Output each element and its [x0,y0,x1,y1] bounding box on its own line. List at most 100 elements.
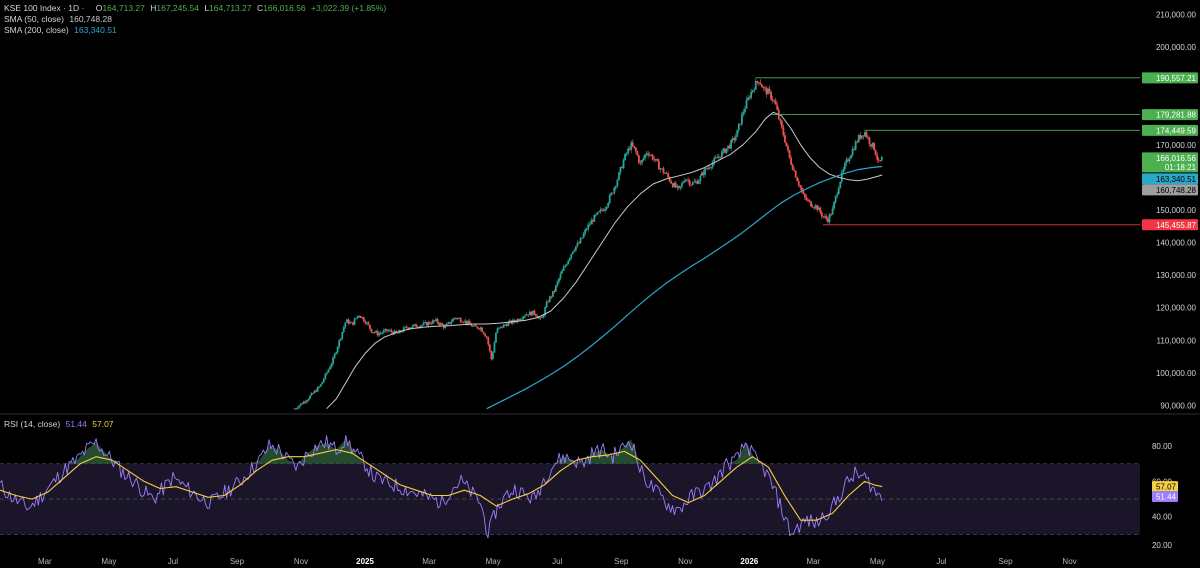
candle-body [820,212,823,217]
candle-body [656,158,659,162]
candle-body [551,291,554,297]
time-tick-label: Sep [614,557,629,566]
candle-body [759,82,762,85]
candle-body [533,310,536,314]
sma50-badge-bg [1142,184,1198,196]
rsi-pane[interactable] [0,435,1140,539]
candle-body [822,216,825,218]
rsi-ma-badge: 57.07 [1156,483,1177,492]
candle-body [745,100,748,109]
candle-body [634,147,637,152]
candle-body [610,192,613,196]
candle-body [874,150,877,156]
candle-body [344,322,347,328]
candle-body [744,108,746,113]
candle-body [619,166,622,173]
candle-body [804,193,806,198]
candle-body [639,162,642,164]
level2-badge-bg [1142,109,1198,121]
candle-body [553,291,556,292]
candle-body [393,330,396,335]
candle-body [751,90,754,92]
candle-body [863,132,866,137]
candle-body [661,168,663,170]
rsi-badge-bg [1152,491,1178,503]
sma50-legend[interactable]: SMA (50, close) 160,748.28 [4,14,115,25]
time-tick-label: Sep [230,557,245,566]
candle-body [753,89,756,91]
candle-body [807,199,809,201]
candle-body [780,121,783,128]
candle-body [787,146,789,151]
candle-body [425,322,428,326]
candle-body [502,324,505,328]
price-pane[interactable] [0,77,1200,415]
candle-body [816,205,819,210]
candle-body [742,112,745,115]
candle-body [524,315,527,317]
time-tick-label: Jul [168,557,178,566]
candle-body [362,317,365,322]
level3-badge: 174,449.59 [1156,126,1197,135]
candle-body [310,393,313,396]
candle-body [416,326,419,328]
candle-body [808,200,811,202]
candle-body [731,138,734,141]
candle-body [602,210,605,211]
candle-body [650,154,653,156]
candle-body [837,187,840,195]
candle-body [596,212,599,215]
candle-body [823,216,826,218]
rsi-legend[interactable]: RSI (14, close) 51.44 57.07 [4,419,117,430]
candle-body [447,322,450,324]
candle-body [299,403,302,406]
candle-body [776,104,779,110]
price-tick-label: 120,000.00 [1156,304,1197,313]
time-tick-label: Mar [422,557,436,566]
candle-body [605,206,608,210]
candle-body [682,182,685,184]
time-axis[interactable]: Mar May Jul Sep Nov 2025 Mar May Jul Sep Nov 2026 Ma… [38,557,1077,566]
candle-body [427,322,430,326]
candle-body [854,141,857,150]
low-value: L164,713.27 [204,3,252,13]
time-tick-label: Jul [552,557,562,566]
candle-body [324,373,327,379]
sma50-label: SMA (50, close) [4,14,64,24]
candle-body [295,408,298,410]
candle-body [817,207,820,210]
candle-body [485,336,488,338]
candle-body [877,159,880,161]
low-level-badge-bg [1142,219,1198,231]
candle-body [361,317,364,319]
candle-body [441,323,444,325]
candle-body [694,181,697,182]
time-tick-label: Nov [678,557,692,566]
candle-body [365,322,368,324]
price-tick-label: 110,000.00 [1157,336,1197,345]
candle-body [410,327,413,329]
candle-body [871,142,874,147]
candle-body [405,326,408,328]
symbol-title[interactable]: KSE 100 Index · 1D · [4,3,85,13]
candle-body [567,260,570,265]
candle-body [478,328,480,330]
candle-body [527,314,530,316]
candle-body [850,155,852,159]
sma200-legend[interactable]: SMA (200, close) 163,340.51 [4,25,120,36]
candle-body [413,324,416,326]
candle-body [519,319,522,321]
candle-body [784,135,786,143]
candle-body [730,140,733,149]
price-axis[interactable]: 210,000.00200,000.00190,000.00180,000.00… [1156,11,1197,411]
candle-body [531,310,534,316]
candle-body [684,180,686,183]
candle-body [428,322,431,324]
candle-body [687,179,689,181]
price-tick-label: 150,000.00 [1156,206,1197,215]
candle-body [750,91,753,99]
candle-body [432,320,434,324]
candle-body [710,167,713,169]
candle-body [538,317,540,319]
